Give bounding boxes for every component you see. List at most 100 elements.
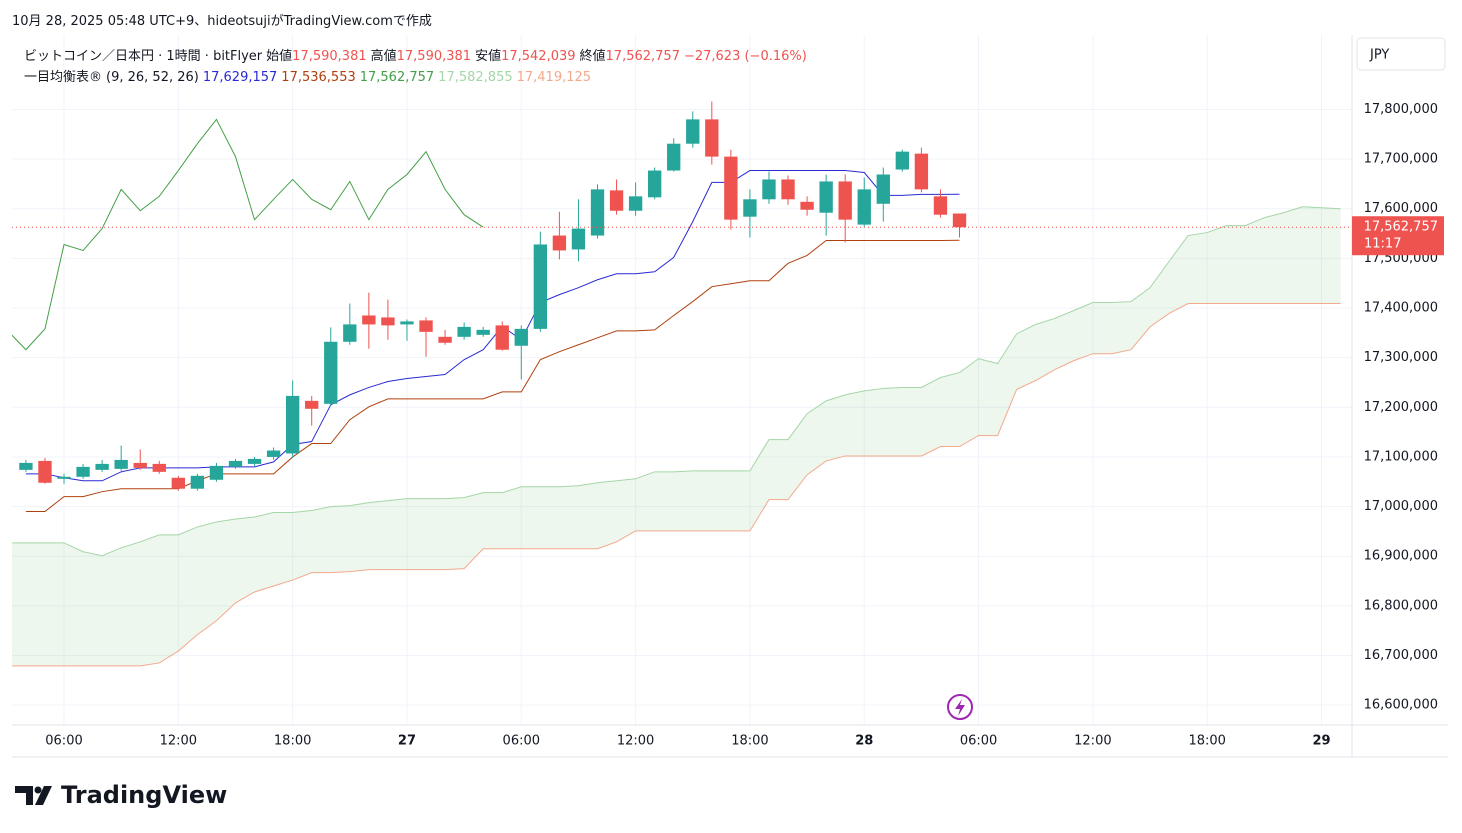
candle-body — [647, 170, 662, 198]
candle-body — [705, 119, 719, 157]
watermark: 10月 28, 2025 05:48 UTC+9、hideotsujiがTrad… — [12, 14, 432, 29]
x-tick-label: 18:00 — [731, 734, 768, 749]
candle-body — [667, 143, 681, 171]
ichimoku-cloud — [12, 206, 1341, 666]
x-tick-label: 28 — [855, 734, 873, 749]
y-tick-label: 17,100,000 — [1364, 449, 1438, 464]
ohlc-name: 終値 — [579, 49, 606, 64]
candle-body — [933, 196, 948, 215]
candle-body — [95, 463, 109, 470]
y-tick-label: 17,300,000 — [1364, 350, 1438, 365]
plot-area — [12, 101, 1352, 667]
ohlc-value: 17,590,381 — [292, 49, 367, 64]
x-tick-label: 12:00 — [160, 734, 197, 749]
indicator-value: 17,629,157 — [202, 70, 278, 85]
ohlc-name: 始値 — [266, 49, 293, 64]
indicator-line — [25, 170, 960, 482]
indicator-legend: 一目均衡表® (9, 26, 52, 26) 17,629,157 17,536,55… — [24, 66, 595, 85]
indicator-line — [12, 206, 1341, 557]
candle-body — [228, 460, 243, 467]
candle-body — [533, 244, 548, 329]
candle-body — [914, 153, 929, 190]
ohlc-change: −27,623 (−0.16%) — [683, 49, 807, 64]
candle-body — [152, 463, 166, 472]
candle-body — [762, 179, 776, 200]
candle-body — [743, 199, 757, 217]
candle-body — [781, 179, 795, 200]
x-tick-label: 29 — [1312, 734, 1330, 749]
y-tick-label: 16,800,000 — [1364, 598, 1438, 613]
candle-body — [819, 181, 833, 213]
x-tick-label: 06:00 — [503, 734, 540, 749]
candle-body — [686, 119, 700, 144]
candle-body — [19, 462, 33, 470]
candle-body — [400, 321, 414, 325]
symbol: ビットコイン／日本円 · 1時間 · bitFlyer — [24, 49, 263, 64]
candle-body — [457, 326, 471, 337]
candle-body — [514, 328, 528, 346]
candle-body — [266, 450, 281, 457]
candle-body — [857, 189, 871, 225]
x-tick-label: 12:00 — [1074, 734, 1111, 749]
y-tick-label: 17,000,000 — [1364, 499, 1438, 514]
candle-body — [305, 400, 319, 409]
candle-body — [133, 462, 147, 468]
candle-body — [628, 196, 643, 211]
candle-body — [209, 465, 224, 480]
currency-label: JPY — [1369, 48, 1389, 63]
x-tick-label: 18:00 — [274, 734, 311, 749]
candle-body — [952, 213, 967, 228]
candle-body — [895, 151, 910, 170]
y-tick-label: 16,900,000 — [1364, 549, 1438, 564]
x-tick-label: 06:00 — [45, 734, 82, 749]
candle-body — [609, 190, 624, 211]
candle-body — [114, 459, 128, 469]
last-price-label: 17,562,757 — [1364, 220, 1438, 235]
candle-body — [343, 324, 357, 342]
y-tick-label: 16,600,000 — [1364, 698, 1438, 713]
brand-logo — [15, 786, 52, 805]
indicator-params: (9, 26, 52, 26) — [106, 70, 199, 85]
candle-body — [476, 329, 490, 335]
candle-body — [324, 341, 338, 404]
y-tick-label: 17,800,000 — [1364, 102, 1438, 117]
candle-body — [247, 458, 262, 464]
candle-body — [57, 476, 71, 479]
candle-body — [552, 235, 567, 251]
x-tick-label: 27 — [398, 734, 416, 749]
candle-body — [76, 466, 90, 477]
indicator-value: 17,419,125 — [516, 70, 592, 85]
candle-body — [362, 315, 376, 325]
y-tick-label: 17,200,000 — [1364, 400, 1438, 415]
candle-body — [800, 201, 814, 210]
candle-body — [571, 228, 586, 250]
ohlc-name: 安値 — [475, 49, 502, 64]
indicator-line — [12, 303, 1341, 667]
alert-icon[interactable] — [947, 694, 973, 720]
candle-body — [285, 395, 300, 454]
y-tick-label: 16,700,000 — [1364, 648, 1438, 663]
candle-body — [724, 156, 738, 220]
brand-name: TradingView — [61, 781, 227, 809]
x-tick-label: 18:00 — [1188, 734, 1225, 749]
last-price-box — [1352, 216, 1444, 256]
candle-body — [438, 336, 452, 343]
currency-button[interactable] — [1356, 37, 1446, 71]
ohlc-legend: ビットコイン／日本円 · 1時間 · bitFlyer 始値17,590,381 高… — [24, 45, 811, 64]
indicator-line — [12, 118, 484, 351]
candle-body — [381, 317, 395, 326]
indicator-value: 17,536,553 — [281, 70, 356, 85]
x-tick-label: 12:00 — [617, 734, 654, 749]
ohlc-value: 17,542,039 — [501, 49, 576, 64]
candle-body — [38, 460, 52, 483]
last-price-countdown: 11:17 — [1364, 237, 1401, 252]
grid — [12, 35, 1352, 725]
candle-body — [419, 320, 433, 332]
indicator-value: 17,562,757 — [359, 70, 435, 85]
candle-body — [838, 181, 852, 220]
ohlc-value: 17,562,757 — [605, 49, 680, 64]
x-tick-label: 06:00 — [960, 734, 997, 749]
y-tick-label: 17,700,000 — [1364, 152, 1438, 167]
indicator-name: 一目均衡表® — [24, 70, 103, 85]
